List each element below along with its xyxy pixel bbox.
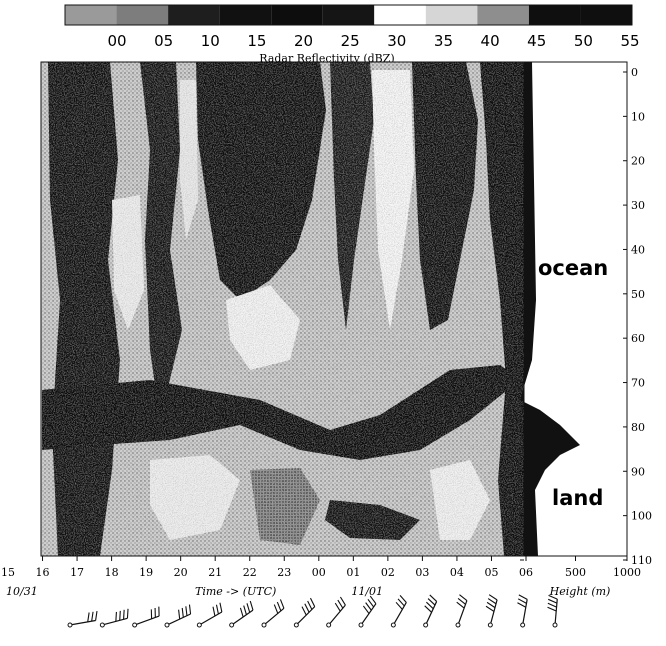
- profile-tick-label: 500: [565, 566, 586, 579]
- colorbar-segment: [580, 5, 632, 25]
- x-tick-label: 21: [208, 566, 222, 579]
- wind-barb: [455, 594, 468, 628]
- profile-axis-label: Height (m): [549, 585, 611, 598]
- y-tick-label: 20: [631, 155, 645, 168]
- x-tick-label: 17: [70, 566, 84, 579]
- colorbar-tick-label: 05: [154, 32, 173, 50]
- wind-barb: [326, 596, 346, 628]
- x-tick-label: 18: [105, 566, 119, 579]
- wind-barb: [67, 611, 98, 628]
- colorbar-segment: [528, 5, 581, 25]
- colorbar-segment: [322, 5, 375, 25]
- y-tick-label: 50: [631, 288, 645, 301]
- colorbar-segment: [219, 5, 272, 25]
- y-tick-label: 40: [631, 243, 645, 256]
- wind-barb: [423, 594, 438, 628]
- y-tick-label: 110: [631, 554, 652, 567]
- date-label: 11/01: [351, 585, 383, 598]
- wind-barbs: [67, 594, 558, 628]
- colorbar-tick-label: 50: [574, 32, 593, 50]
- colorbar-frame: [64, 4, 633, 26]
- colorbar-tick-label: 40: [481, 32, 500, 50]
- x-axis-label: Time -> (UTC): [195, 585, 276, 598]
- wind-barb: [99, 608, 129, 628]
- reflectivity-heatmap: [41, 62, 524, 556]
- colorbar-tick-label: 15: [247, 32, 266, 50]
- annotation-ocean: ocean: [538, 256, 608, 280]
- x-tick-label: 02: [381, 566, 395, 579]
- x-tick-label: 03: [415, 566, 429, 579]
- annotation-land: land: [552, 486, 603, 510]
- colorbar-segment: [168, 5, 220, 25]
- x-tick-label: 04: [450, 566, 464, 579]
- y-tick-label: 80: [631, 421, 645, 434]
- x-tick-label: 06: [519, 566, 533, 579]
- colorbar-tick-label: 45: [527, 32, 546, 50]
- wind-barb: [261, 599, 285, 628]
- height-profile-panel: [520, 61, 628, 557]
- x-tick-label: 19: [139, 566, 153, 579]
- colorbar-tick-label: 55: [620, 32, 639, 50]
- colorbar-tick-label: 10: [201, 32, 220, 50]
- wind-barb: [390, 595, 407, 628]
- x-tick-label: 01: [346, 566, 360, 579]
- y-tick-label: 10: [631, 110, 645, 123]
- x-tick-label: 16: [36, 566, 50, 579]
- y-tick-label: 100: [631, 510, 652, 523]
- colorbar-tick-label: 25: [341, 32, 360, 50]
- date-labels: 10/31 11/01: [6, 585, 383, 598]
- x-tick-label: 15: [1, 566, 15, 579]
- colorbar-segment: [374, 5, 426, 25]
- colorbar-tick-label: 00: [107, 32, 126, 50]
- wind-barb: [164, 604, 192, 628]
- y-tick-label: 0: [631, 66, 638, 79]
- x-tick-label: 00: [312, 566, 326, 579]
- y-tick-label: 60: [631, 332, 645, 345]
- wind-barb: [517, 594, 528, 628]
- x-tick-label: 22: [243, 566, 257, 579]
- x-tick-label: 23: [277, 566, 291, 579]
- colorbar-tick-label: 20: [294, 32, 313, 50]
- colorbar-segment: [116, 5, 169, 25]
- wind-barb: [547, 594, 558, 628]
- y-tick-label: 30: [631, 199, 645, 212]
- y-tick-label: 90: [631, 465, 645, 478]
- wind-barb: [229, 600, 254, 628]
- colorbar-ticks: 00 05 10 15 20 25 30 35 40 45 50 55: [107, 32, 639, 50]
- colorbar-segment: [425, 5, 478, 25]
- height-profile-curve: [520, 62, 580, 556]
- wind-barb: [132, 606, 160, 628]
- colorbar-segment: [271, 5, 323, 25]
- date-label: 10/31: [6, 585, 38, 598]
- colorbar-tick-label: 30: [387, 32, 406, 50]
- colorbar-tick-label: 35: [434, 32, 453, 50]
- y-axis-ticks: 0 10 20 30 40 50 60 70 80 90 100 110: [520, 66, 652, 567]
- profile-tick-label: 1000: [613, 566, 641, 579]
- colorbar-segment: [477, 5, 529, 25]
- colorbar-segment: [65, 5, 117, 25]
- wind-barb: [485, 594, 498, 628]
- y-tick-label: 70: [631, 377, 645, 390]
- wind-barb: [293, 597, 316, 628]
- wind-barb: [358, 595, 377, 628]
- x-tick-label: 20: [174, 566, 188, 579]
- wind-barb: [196, 602, 223, 628]
- colorbar: [64, 4, 633, 26]
- x-axis-ticks: 15 16 17 18 19 20 21 22 23 00 01 02 03 04 05 06: [1, 556, 533, 579]
- profile-axis-ticks: 500 1000: [565, 556, 641, 579]
- x-tick-label: 05: [484, 566, 498, 579]
